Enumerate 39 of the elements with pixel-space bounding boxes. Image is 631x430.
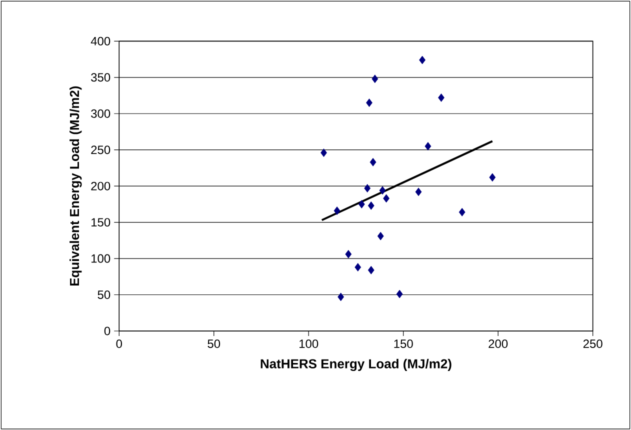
x-tick-label: 0 xyxy=(116,339,122,348)
y-tick-label: 100 xyxy=(92,254,110,263)
point xyxy=(345,250,352,258)
point xyxy=(424,142,432,150)
point xyxy=(334,206,340,215)
point xyxy=(379,186,386,195)
point xyxy=(383,194,390,203)
x-tick-label: 150 xyxy=(394,339,413,348)
point xyxy=(354,262,362,272)
point xyxy=(458,208,466,216)
point xyxy=(419,56,426,64)
point xyxy=(358,200,365,208)
point xyxy=(489,173,496,182)
point xyxy=(438,93,444,102)
point xyxy=(338,292,344,302)
y-tick-label: 200 xyxy=(91,182,110,190)
x-tick-label: 100 xyxy=(300,339,318,348)
point xyxy=(415,188,422,196)
point xyxy=(372,74,378,83)
y-tick-label: 350 xyxy=(91,73,110,82)
point xyxy=(320,148,327,157)
point xyxy=(396,290,403,298)
point xyxy=(377,232,384,240)
x-tick-label: 50 xyxy=(208,339,220,348)
y-tick-label: 150 xyxy=(92,218,110,226)
x-axis-title: NatHERS Energy Load (MJ/m2) xyxy=(260,358,452,371)
y-tick-label: 50 xyxy=(98,290,110,299)
y-axis-title: Equivalent Energy Load (MJ/m2) xyxy=(70,86,82,286)
y-tick-label: 0 xyxy=(104,326,110,336)
x-tick-label: 200 xyxy=(488,339,508,348)
point xyxy=(368,201,374,210)
point xyxy=(370,158,376,166)
x-tick-label: 250 xyxy=(583,339,602,348)
point xyxy=(366,98,372,107)
y-tick-label: 250 xyxy=(91,146,110,154)
point xyxy=(368,266,374,274)
y-tick-label: 300 xyxy=(91,109,110,118)
y-tick-label: 400 xyxy=(90,36,110,46)
point xyxy=(364,184,371,192)
